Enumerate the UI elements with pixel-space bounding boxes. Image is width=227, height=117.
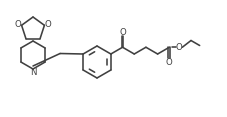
Text: O: O — [176, 43, 183, 52]
Text: O: O — [44, 20, 51, 29]
Text: N: N — [30, 68, 37, 77]
Text: O: O — [166, 58, 173, 67]
Text: O: O — [15, 20, 22, 29]
Text: O: O — [119, 28, 126, 37]
